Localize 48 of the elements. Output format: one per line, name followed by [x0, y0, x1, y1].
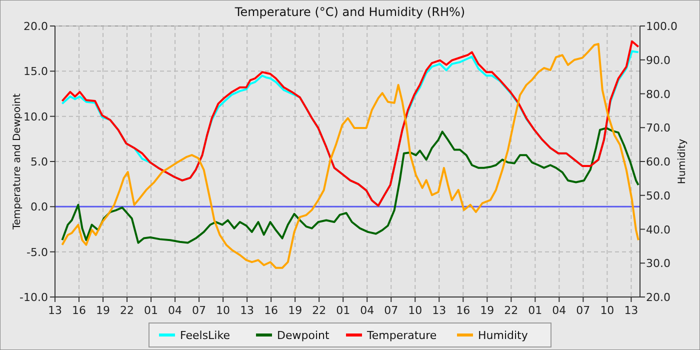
legend-label: Dewpoint: [277, 329, 330, 342]
y2-tick-label: 80.0: [646, 88, 670, 101]
x-tick-label: 01: [336, 304, 350, 317]
y2-tick-label: 20.0: [646, 291, 670, 304]
y2-tick-label: 30.0: [646, 257, 670, 270]
x-tick-label: 13: [624, 304, 638, 317]
y2-axis-title: Humidity: [677, 138, 688, 184]
x-tick-label: 01: [144, 304, 158, 317]
legend-label: Humidity: [478, 329, 528, 342]
x-tick-label: 16: [264, 304, 278, 317]
y-tick-label: 15.0: [24, 65, 48, 78]
y2-tick-label: 90.0: [646, 54, 670, 67]
y-tick-label: 0.0: [30, 200, 48, 214]
x-tick-label: 10: [216, 304, 230, 317]
x-tick-label: 19: [96, 304, 110, 317]
y-tick-label: 5.0: [30, 156, 48, 168]
x-tick-label: 22: [504, 304, 518, 317]
x-tick-label: 10: [600, 304, 614, 317]
y2-tick-label: 70.0: [646, 122, 670, 135]
x-tick-label: 16: [72, 304, 86, 317]
y2-tick-label: 40.0: [646, 223, 670, 236]
y-axis-title: Temperature and Dewpoint: [12, 93, 23, 231]
x-tick-label: 22: [120, 304, 134, 317]
x-tick-label: 01: [528, 304, 542, 317]
x-tick-label: 19: [288, 304, 302, 317]
x-tick-label: 10: [408, 304, 422, 317]
y2-tick-label: 60.0: [646, 156, 670, 168]
x-tick-label: 19: [480, 304, 494, 317]
x-tick-label: 04: [552, 304, 566, 317]
y-tick-label: -10.0: [20, 291, 48, 304]
legend-label: FeelsLike: [180, 329, 230, 342]
y-tick-label: 20.0: [24, 20, 48, 33]
y-tick-label: -5.0: [26, 246, 48, 259]
x-tick-label: 07: [192, 304, 206, 317]
y-tick-label: 10.0: [24, 110, 48, 124]
chart-title: Temperature (°C) and Humidity (RH%): [234, 5, 466, 19]
x-tick-label: 04: [168, 304, 182, 317]
x-tick-label: 13: [240, 304, 254, 317]
x-tick-label: 13: [48, 304, 62, 317]
x-tick-label: 04: [360, 304, 374, 317]
x-tick-label: 07: [576, 304, 590, 317]
legend-label: Temperature: [366, 329, 437, 342]
x-tick-label: 16: [456, 304, 470, 317]
y2-tick-label: 100.0: [646, 20, 678, 33]
x-tick-label: 07: [384, 304, 398, 317]
x-tick-label: 13: [432, 304, 446, 317]
y2-tick-label: 50.0: [646, 189, 670, 202]
x-tick-label: 22: [312, 304, 326, 317]
